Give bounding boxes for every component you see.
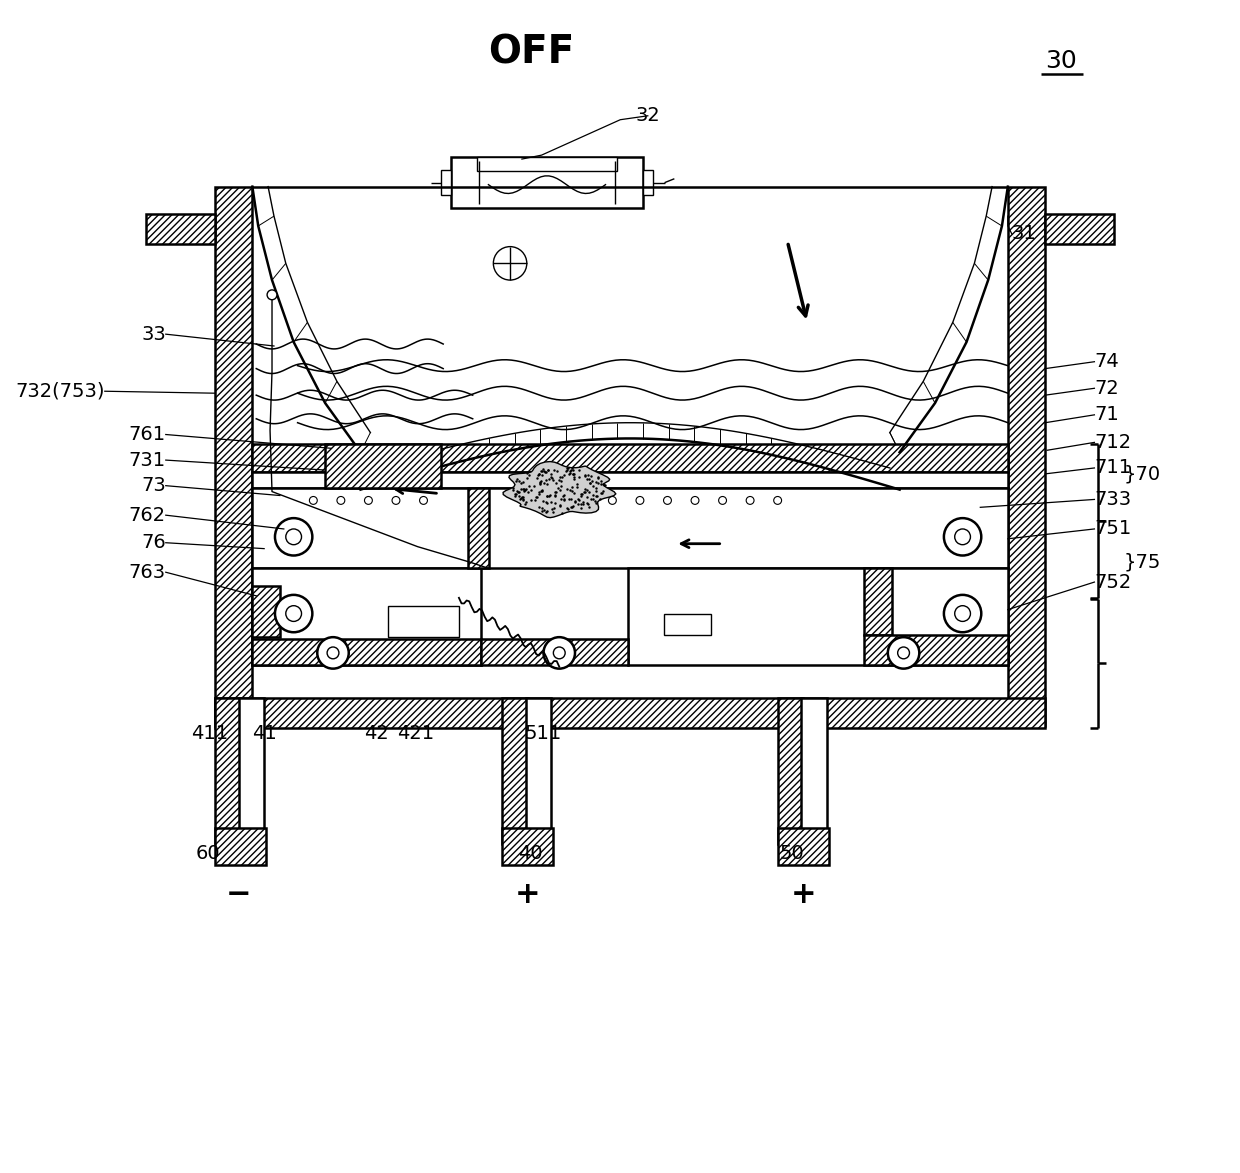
Bar	[801, 698, 827, 843]
Text: 712: 712	[1095, 433, 1132, 452]
Text: +: +	[515, 881, 541, 909]
Bar	[252, 639, 481, 665]
Text: 752: 752	[1095, 572, 1132, 591]
Bar	[476, 157, 618, 171]
Bar	[526, 698, 552, 843]
Bar	[481, 639, 629, 665]
Text: 33: 33	[141, 325, 166, 344]
Text: 511: 511	[525, 724, 562, 743]
Bar	[467, 488, 490, 568]
Text: 71: 71	[1095, 406, 1120, 425]
Text: }70: }70	[1123, 465, 1161, 483]
Circle shape	[553, 496, 562, 504]
Circle shape	[719, 496, 727, 504]
Text: 50: 50	[780, 843, 805, 863]
Bar	[629, 568, 1008, 665]
Polygon shape	[503, 461, 616, 517]
Bar	[215, 698, 241, 843]
Text: 411: 411	[191, 724, 228, 743]
Circle shape	[310, 496, 317, 504]
Circle shape	[944, 518, 981, 556]
Circle shape	[944, 595, 981, 632]
Circle shape	[955, 605, 971, 622]
Circle shape	[327, 647, 339, 659]
Text: 40: 40	[518, 843, 543, 863]
Text: 421: 421	[397, 724, 434, 743]
Circle shape	[419, 496, 428, 504]
Text: −: −	[226, 881, 252, 909]
Text: 711: 711	[1095, 459, 1132, 477]
Text: }75: }75	[1123, 552, 1162, 572]
Bar	[146, 215, 215, 244]
Bar	[388, 605, 459, 637]
Circle shape	[898, 647, 909, 659]
Bar	[252, 472, 1008, 488]
Text: 30: 30	[1045, 49, 1076, 73]
Bar	[777, 828, 828, 866]
Circle shape	[888, 637, 919, 669]
Circle shape	[267, 290, 277, 300]
Text: 751: 751	[1095, 520, 1132, 538]
Bar	[451, 157, 642, 209]
Bar	[441, 170, 451, 196]
Circle shape	[285, 529, 301, 544]
Text: 42: 42	[363, 724, 388, 743]
Circle shape	[609, 496, 616, 504]
Text: 32: 32	[635, 107, 660, 126]
Text: 733: 733	[1095, 490, 1132, 509]
Circle shape	[553, 647, 565, 659]
Text: 763: 763	[129, 563, 166, 582]
Circle shape	[691, 496, 699, 504]
Bar	[864, 636, 1008, 665]
Bar	[252, 488, 1008, 568]
Text: 31: 31	[1012, 224, 1037, 243]
Text: +: +	[790, 881, 816, 909]
Text: 762: 762	[129, 506, 166, 524]
Text: 60: 60	[195, 843, 219, 863]
Circle shape	[774, 496, 781, 504]
Bar	[325, 445, 441, 488]
Text: 41: 41	[252, 724, 277, 743]
Bar	[252, 586, 280, 637]
Circle shape	[392, 496, 399, 504]
Text: 74: 74	[1095, 352, 1120, 371]
Circle shape	[543, 637, 575, 669]
Text: 761: 761	[129, 425, 166, 445]
Circle shape	[955, 529, 971, 544]
Text: OFF: OFF	[489, 34, 575, 72]
Bar	[502, 828, 553, 866]
Circle shape	[494, 246, 527, 280]
Bar	[252, 568, 481, 665]
Bar	[215, 187, 252, 726]
Text: 72: 72	[1095, 379, 1120, 398]
Bar	[777, 698, 804, 843]
Circle shape	[636, 496, 644, 504]
Text: 76: 76	[141, 534, 166, 552]
Bar	[215, 828, 267, 866]
Bar	[502, 698, 528, 843]
Bar	[1045, 215, 1114, 244]
Circle shape	[275, 595, 312, 632]
Text: 731: 731	[129, 450, 166, 469]
Bar	[1008, 187, 1045, 726]
Circle shape	[746, 496, 754, 504]
Bar	[642, 170, 652, 196]
Circle shape	[275, 518, 312, 556]
Text: 732(753): 732(753)	[15, 381, 105, 401]
Bar	[864, 568, 892, 636]
Circle shape	[285, 605, 301, 622]
Circle shape	[365, 496, 372, 504]
Text: 73: 73	[141, 476, 166, 495]
Bar	[252, 445, 1008, 472]
Circle shape	[337, 496, 345, 504]
Bar	[215, 698, 1045, 727]
Circle shape	[663, 496, 671, 504]
Bar	[238, 698, 264, 843]
Circle shape	[580, 496, 589, 504]
Bar	[663, 613, 711, 636]
Circle shape	[317, 637, 348, 669]
